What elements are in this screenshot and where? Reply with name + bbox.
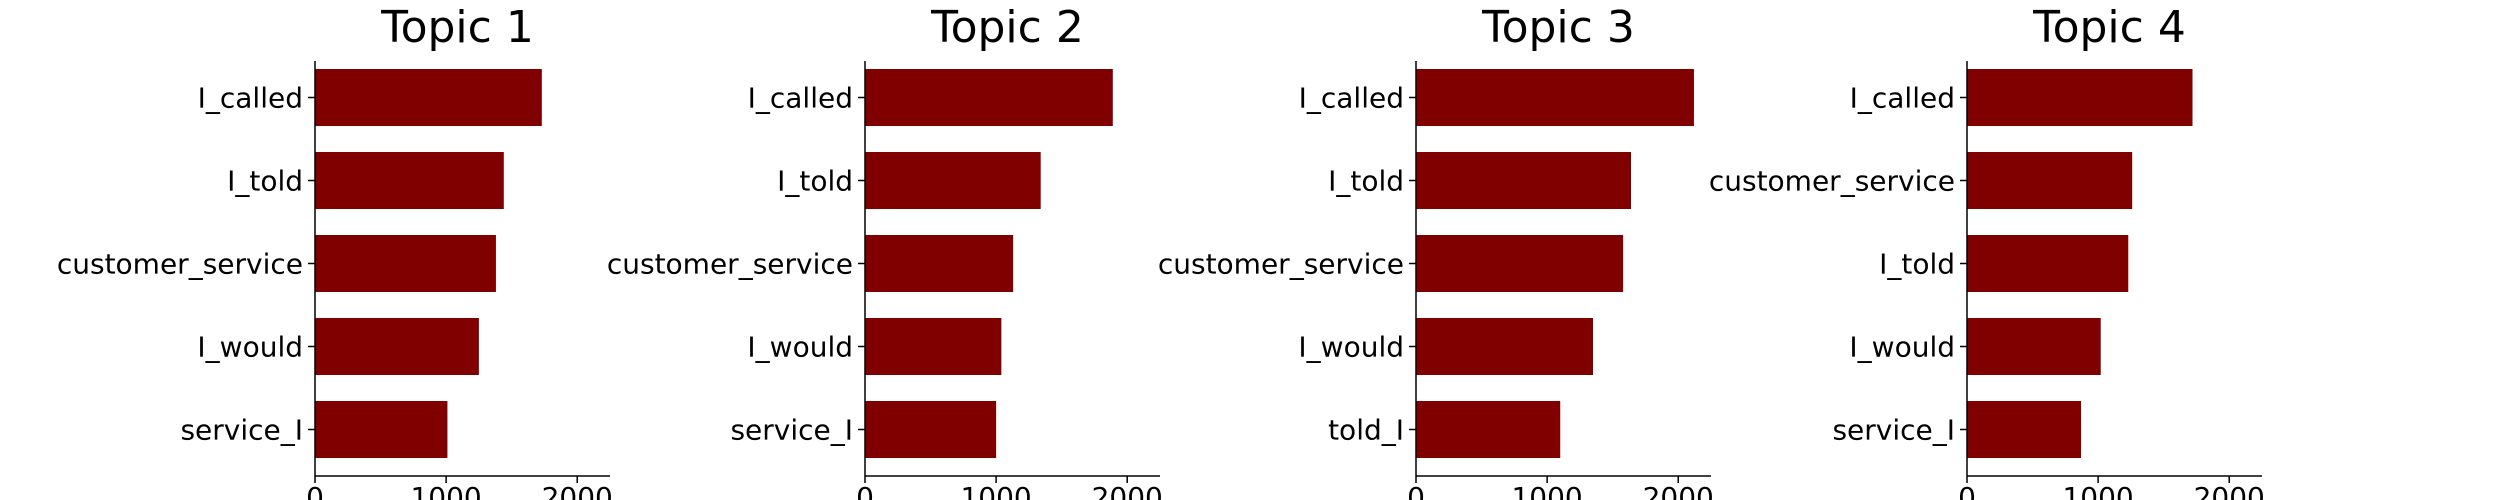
category-label: I_called [748,82,853,115]
category-label: service_I [1832,414,1955,447]
chart-panel: Topic 1 I_called I_told customer_service I_w… [57,2,613,500]
bar [865,152,1041,209]
x-tick-label: 0 [306,481,324,500]
x-tick-label: 1000 [960,481,1031,500]
x-tick-label: 1000 [410,481,481,500]
x-tick-label: 2000 [542,481,613,500]
x-tick-label: 1000 [1511,481,1582,500]
category-label: I_told [777,165,853,198]
x-tick-label: 0 [1958,481,1976,500]
category-label: I_called [1850,82,1955,115]
bar [1967,235,2129,292]
chart-panel: Topic 4 I_called customer_service I_told I_w… [1709,2,2265,500]
bar [1416,235,1624,292]
category-label: I_called [198,82,303,115]
bar [315,152,504,209]
category-label: told_I [1328,414,1404,447]
bar [1967,318,2101,375]
x-tick-label: 2000 [2194,481,2265,500]
category-label: I_would [1298,331,1404,364]
category-label: I_would [747,331,853,364]
bar [1967,401,2082,458]
chart-title: Topic 3 [1481,2,1635,53]
chart-panel: Topic 2 I_called I_told customer_service I_w… [607,2,1163,500]
chart-title: Topic 4 [2032,2,2186,53]
category-label: I_called [1299,82,1404,115]
bar [315,235,496,292]
bar [1416,318,1593,375]
bar [1967,152,2133,209]
bar [1416,401,1561,458]
bar [315,318,479,375]
x-tick-label: 1000 [2062,481,2133,500]
category-label: service_I [180,414,303,447]
x-tick-label: 0 [856,481,874,500]
bar [315,401,448,458]
bar [315,69,542,126]
category-label: I_told [227,165,303,198]
chart-panel: Topic 3 I_called I_told customer_service I_w… [1158,2,1714,500]
category-label: I_would [1849,331,1955,364]
x-tick-label: 0 [1407,481,1425,500]
bar [1416,152,1632,209]
x-tick-label: 2000 [1643,481,1714,500]
category-label: customer_service [57,248,303,281]
category-label: I_told [1879,248,1955,281]
category-label: I_would [197,331,303,364]
category-label: service_I [730,414,853,447]
category-label: customer_service [1158,248,1404,281]
chart-title: Topic 2 [930,2,1084,53]
category-label: customer_service [1709,165,1955,198]
bar [1967,69,2193,126]
bar [865,69,1113,126]
bar [865,235,1014,292]
bar [865,401,997,458]
chart-title: Topic 1 [380,2,534,53]
bar [1416,69,1694,126]
x-tick-label: 2000 [1092,481,1163,500]
bar [865,318,1002,375]
category-label: I_told [1328,165,1404,198]
category-label: customer_service [607,248,853,281]
